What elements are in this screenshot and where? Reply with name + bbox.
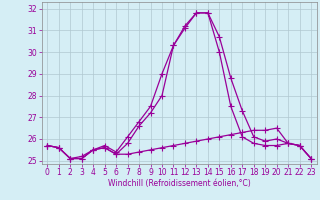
X-axis label: Windchill (Refroidissement éolien,°C): Windchill (Refroidissement éolien,°C)	[108, 179, 251, 188]
